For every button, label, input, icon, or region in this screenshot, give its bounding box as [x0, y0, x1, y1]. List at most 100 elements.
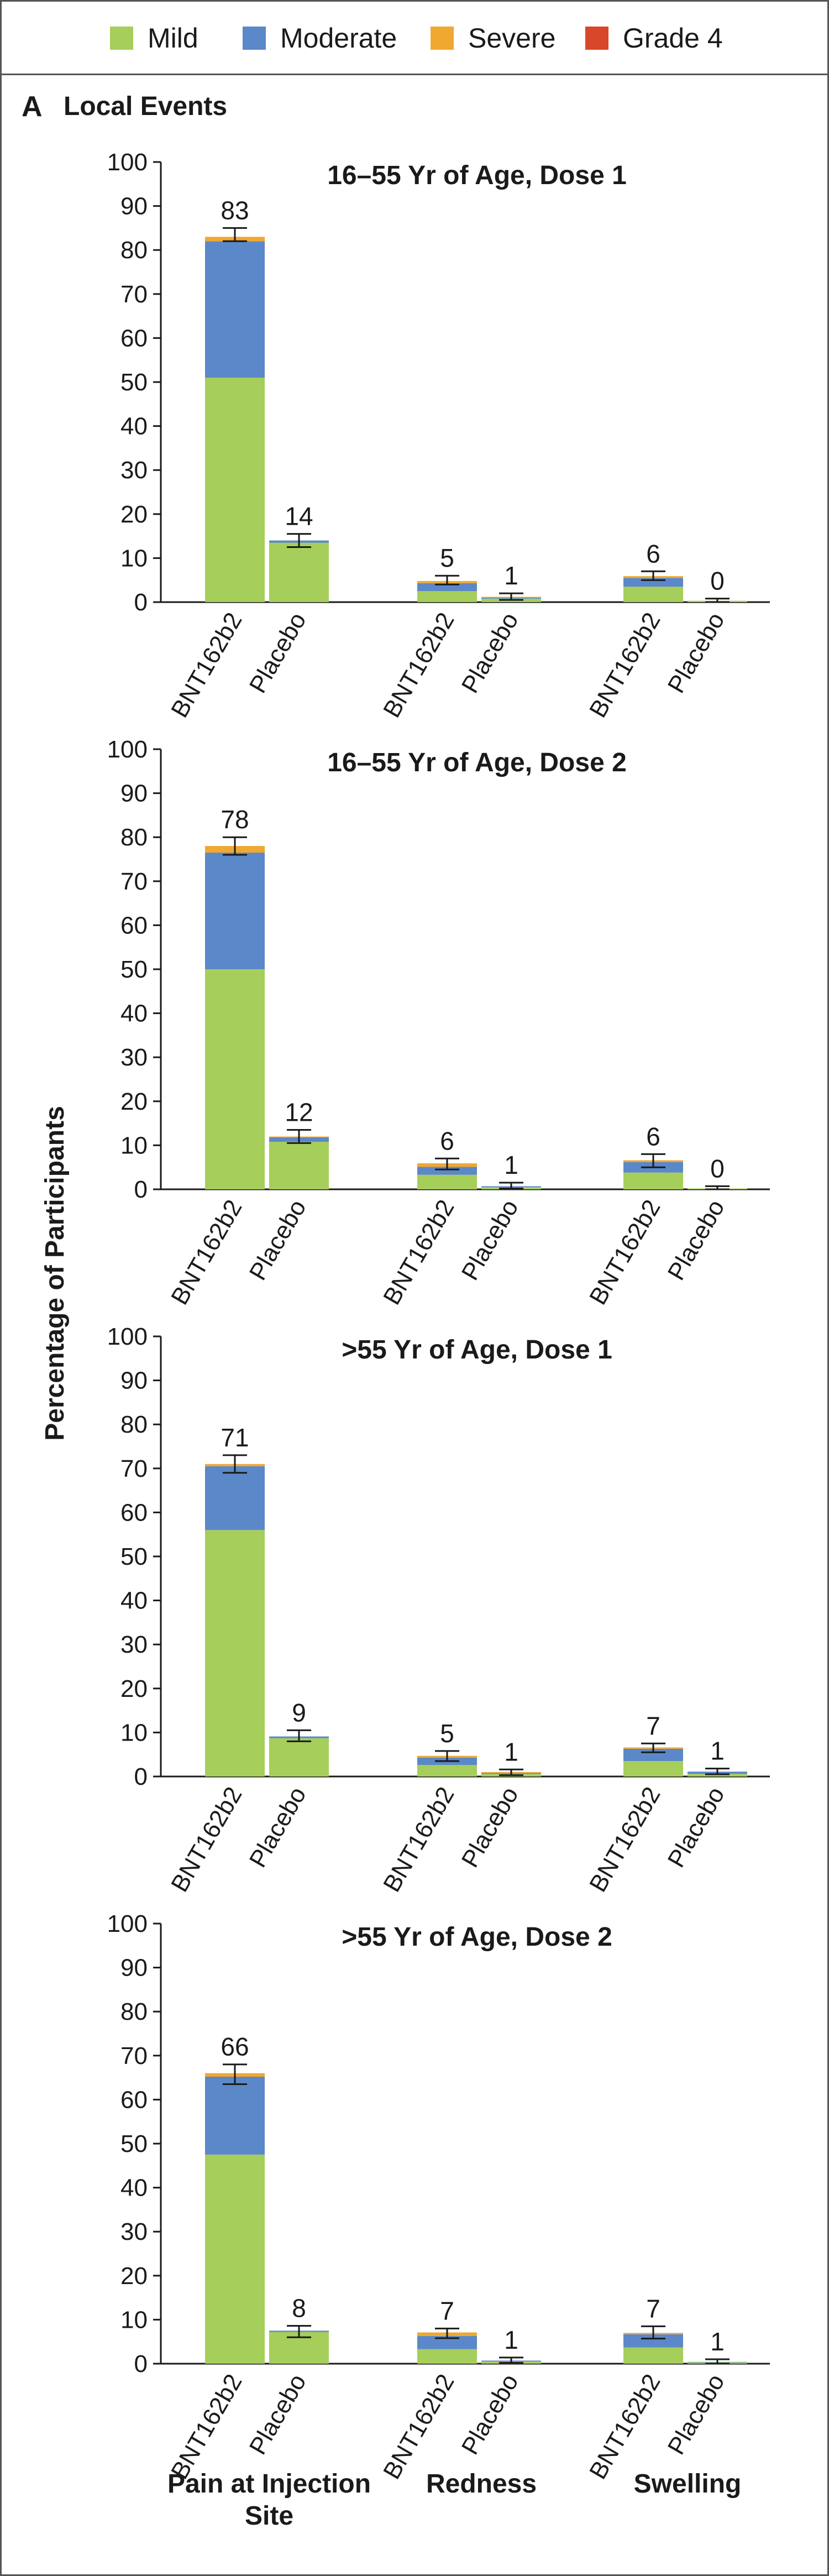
y-tick-label: 40: [120, 413, 148, 440]
bar-segment-mild: [623, 1761, 683, 1776]
x-tick-label: BNT162b2: [166, 1783, 248, 1897]
x-tick-label: BNT162b2: [166, 2370, 248, 2484]
subplot-title: 16–55 Yr of Age, Dose 1: [327, 161, 627, 190]
category-label: Pain at Injection: [167, 2469, 371, 2499]
bar-segment-moderate: [205, 1466, 265, 1530]
x-tick-label: Placebo: [244, 1195, 312, 1285]
legend-swatch-moderate: [243, 27, 266, 50]
bar-value-label: 6: [646, 1122, 660, 1151]
bar-segment-mild: [623, 587, 683, 602]
legend-label-mild: Mild: [148, 23, 198, 54]
bar-segment-moderate: [623, 2334, 683, 2348]
y-tick-label: 30: [120, 2218, 148, 2245]
bar-value-label: 71: [221, 1423, 249, 1452]
y-tick-label: 10: [120, 545, 148, 572]
x-tick-label: BNT162b2: [584, 1783, 666, 1897]
y-tick-label: 60: [120, 912, 148, 939]
y-tick-label: 90: [120, 1955, 148, 1982]
x-tick-label: Placebo: [244, 1783, 312, 1872]
bar-value-label: 1: [504, 1737, 518, 1766]
y-tick-label: 70: [120, 2042, 148, 2070]
bar-value-label: 1: [504, 561, 518, 590]
bar-value-label: 14: [285, 502, 313, 531]
y-tick-label: 80: [120, 1411, 148, 1438]
bar-segment-moderate: [417, 2335, 477, 2349]
category-label: Redness: [426, 2469, 537, 2499]
bar-segment-mild: [688, 1774, 747, 1776]
bar-segment-moderate: [205, 853, 265, 969]
bar-segment-mild: [417, 591, 477, 602]
y-tick-label: 30: [120, 457, 148, 484]
y-tick-label: 80: [120, 1998, 148, 2025]
bar-value-label: 5: [440, 544, 454, 572]
y-tick-label: 0: [134, 2350, 148, 2378]
bar-value-label: 1: [504, 2326, 518, 2354]
bar-segment-mild: [269, 1142, 329, 1189]
x-tick-label: BNT162b2: [166, 1195, 248, 1310]
bar-segment-moderate: [623, 578, 683, 587]
bar-segment-mild: [205, 969, 265, 1189]
bar-value-label: 7: [646, 2294, 660, 2323]
y-tick-label: 20: [120, 1088, 148, 1115]
x-tick-label: Placebo: [457, 1783, 524, 1872]
panel-letter: A: [22, 91, 43, 123]
bar-value-label: 7: [646, 1711, 660, 1740]
y-tick-label: 100: [107, 736, 148, 763]
legend-item-moderate: Moderate: [243, 22, 397, 55]
y-tick-label: 80: [120, 824, 148, 851]
bar-segment-mild: [417, 1765, 477, 1776]
bar-segment-mild: [269, 1738, 329, 1776]
y-tick-label: 70: [120, 1455, 148, 1482]
legend-label-moderate: Moderate: [280, 23, 397, 54]
bar-segment-mild: [205, 1530, 265, 1776]
y-tick-label: 60: [120, 1499, 148, 1526]
bar-value-label: 9: [292, 1698, 306, 1727]
y-tick-label: 70: [120, 281, 148, 308]
y-tick-label: 50: [120, 1543, 148, 1570]
bar-segment-mild: [623, 1172, 683, 1189]
x-tick-label: Placebo: [663, 1783, 730, 1872]
x-tick-label: Placebo: [457, 2370, 524, 2459]
y-tick-label: 100: [107, 1323, 148, 1350]
x-tick-label: Placebo: [663, 608, 730, 698]
bar-segment-mild: [205, 2154, 265, 2364]
legend-item-severe: Severe: [431, 22, 555, 55]
y-tick-label: 50: [120, 956, 148, 983]
x-tick-label: Placebo: [457, 1195, 524, 1285]
y-tick-label: 60: [120, 325, 148, 352]
bar-segment-moderate: [623, 1748, 683, 1762]
legend-label-severe: Severe: [468, 23, 556, 54]
x-tick-label: BNT162b2: [378, 1783, 460, 1897]
legend-label-grade4: Grade 4: [623, 23, 723, 54]
legend: Mild Moderate Severe Grade 4: [2, 2, 827, 75]
bar-value-label: 0: [710, 567, 725, 595]
legend-item-mild: Mild: [110, 22, 198, 55]
y-tick-label: 50: [120, 369, 148, 396]
y-tick-label: 30: [120, 1631, 148, 1658]
bar-value-label: 7: [440, 2296, 454, 2325]
legend-swatch-mild: [110, 27, 133, 50]
y-tick-label: 90: [120, 780, 148, 807]
y-tick-label: 40: [120, 2175, 148, 2202]
y-tick-label: 20: [120, 1675, 148, 1702]
subplot-title: >55 Yr of Age, Dose 1: [342, 1335, 612, 1365]
y-tick-label: 20: [120, 2263, 148, 2290]
bar-value-label: 1: [710, 2327, 725, 2356]
y-tick-label: 100: [107, 149, 148, 176]
bar-value-label: 6: [440, 1126, 454, 1155]
bar-segment-mild: [205, 378, 265, 602]
bar-value-label: 0: [710, 1154, 725, 1183]
y-tick-label: 0: [134, 1176, 148, 1203]
y-tick-label: 0: [134, 1763, 148, 1790]
bar-value-label: 1: [710, 1737, 725, 1765]
bar-value-label: 5: [440, 1719, 454, 1748]
y-tick-label: 10: [120, 1132, 148, 1159]
bar-value-label: 6: [646, 539, 660, 568]
y-tick-label: 0: [134, 589, 148, 616]
y-tick-label: 40: [120, 1000, 148, 1027]
x-tick-label: BNT162b2: [584, 608, 666, 723]
bar-segment-moderate: [417, 583, 477, 592]
bar-segment-mild: [623, 2347, 683, 2364]
